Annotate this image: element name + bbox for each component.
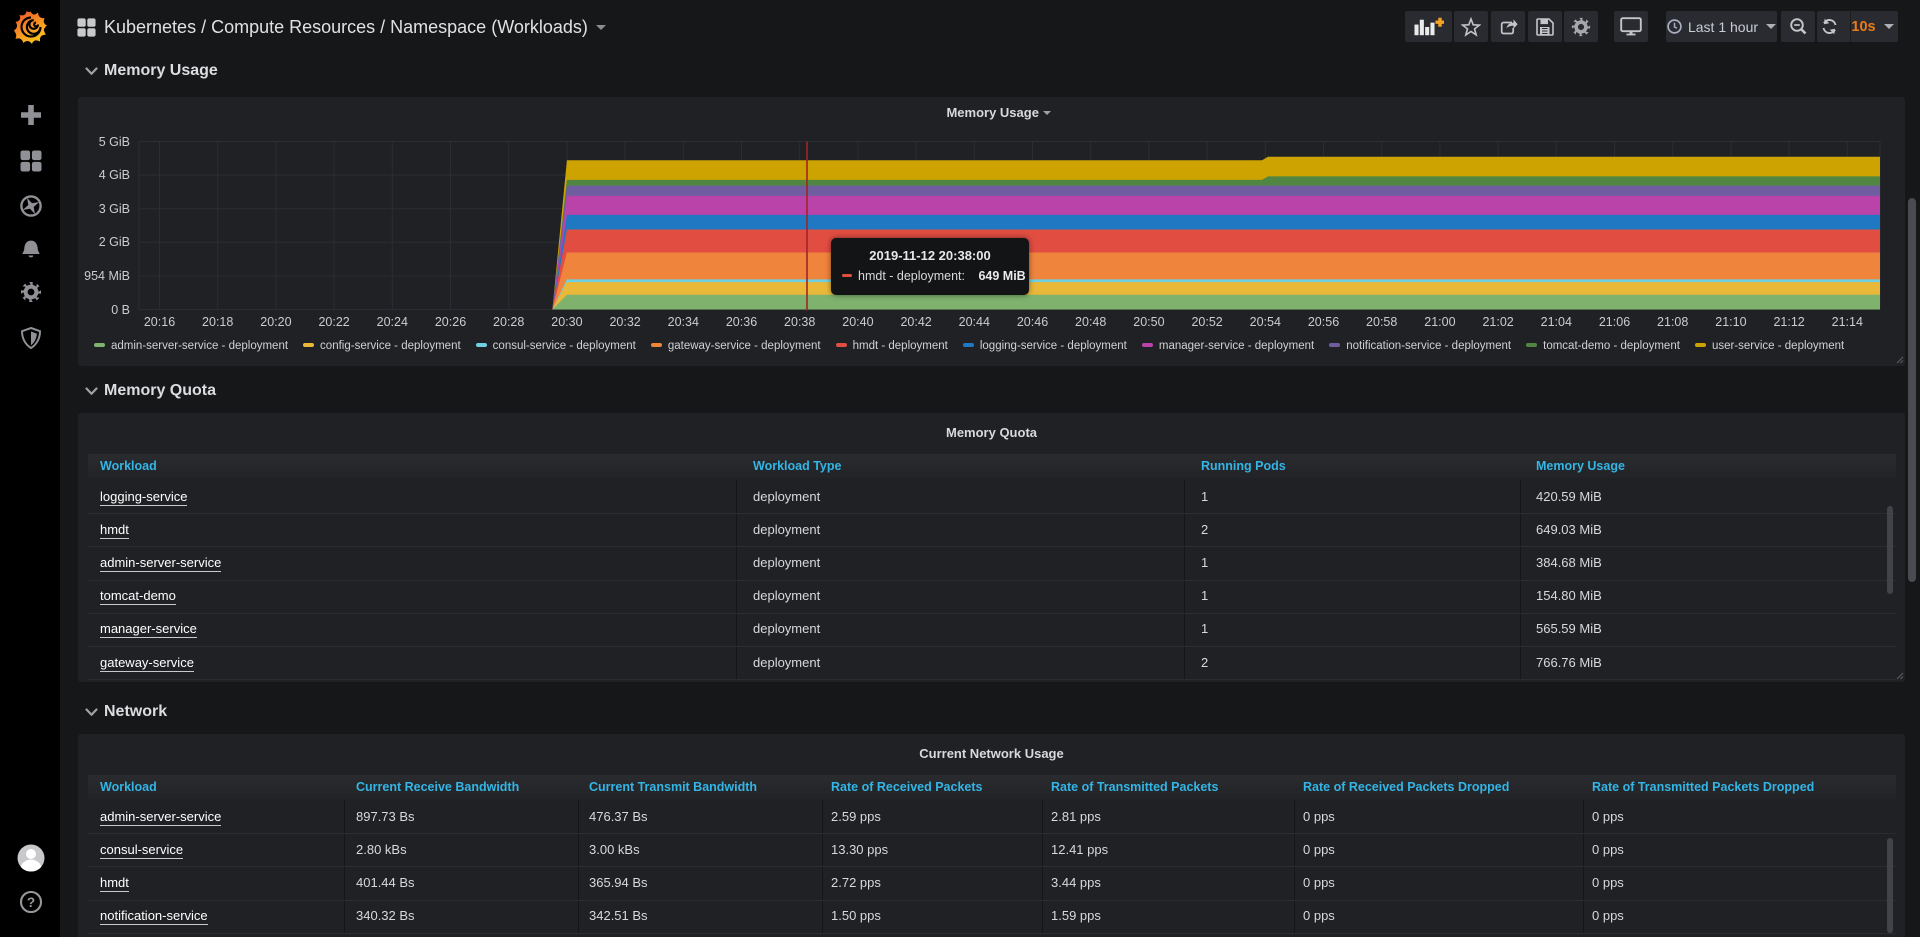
svg-text:?: ?: [27, 895, 35, 910]
